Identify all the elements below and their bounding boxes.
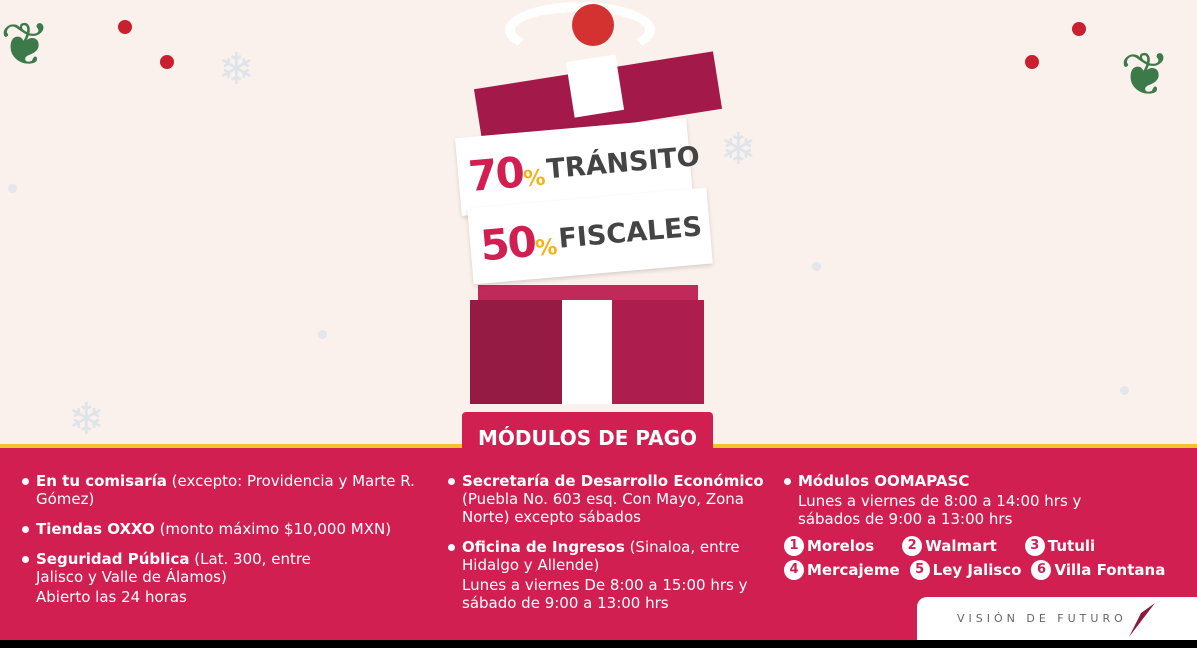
gift-ribbon xyxy=(562,300,612,404)
list-item: Oficina de Ingresos (Sinaloa, entre Hida… xyxy=(448,538,748,612)
discount-value: 50 xyxy=(478,216,537,270)
list-item: Secretaría de Desarrollo Económico (Pueb… xyxy=(448,472,768,526)
module-item: 5 Ley Jalisco xyxy=(909,560,1021,580)
vision-de-futuro-logo: VISIÓN DE FUTURO xyxy=(917,597,1197,640)
column-2: Secretaría de Desarrollo Económico (Pueb… xyxy=(448,472,768,624)
module-item: 1 Morelos xyxy=(784,536,892,556)
list-item: Módulos OOMAPASC Lunes a viernes de 8:00 … xyxy=(784,472,1104,528)
list-item: Tiendas OXXO (monto máximo $10,000 MXN) xyxy=(22,520,422,538)
discount-value: 70 xyxy=(466,147,525,201)
snow-dot xyxy=(8,184,17,193)
module-item: 2 Walmart xyxy=(902,536,1015,556)
ornament-icon xyxy=(572,4,614,46)
snowflake-icon: ❄ xyxy=(720,124,757,175)
list-item: Seguridad Pública (Lat. 300, entre Jalis… xyxy=(22,550,322,606)
snow-dot xyxy=(1120,386,1129,395)
percent-sign: % xyxy=(534,234,557,262)
module-item: 4 Mercajeme xyxy=(784,560,900,580)
percent-sign: % xyxy=(522,165,545,192)
gift-box-inner xyxy=(478,285,698,301)
column-1: En tu comisaría (excepto: Providencia y … xyxy=(22,472,422,618)
module-list: 1 Morelos 2 Walmart 3 Tutuli 4 Mercajeme 5 Le… xyxy=(784,536,1174,580)
module-item: 6 Villa Fontana xyxy=(1031,560,1165,580)
snowflake-icon: ❄ xyxy=(218,44,255,95)
discount-label: TRÁNSITO xyxy=(545,140,701,185)
gift-ribbon xyxy=(565,54,625,118)
module-item: 3 Tutuli xyxy=(1024,536,1095,556)
berry-icon xyxy=(160,55,174,69)
snowflake-icon: ❄ xyxy=(68,394,105,445)
pine-branch-icon: ❦ xyxy=(1120,40,1171,110)
letterbox-bar xyxy=(0,640,1197,648)
column-3: Módulos OOMAPASC Lunes a viernes de 8:00 … xyxy=(784,472,1174,580)
section-title: MÓDULOS DE PAGO xyxy=(462,412,713,460)
berry-icon xyxy=(1025,55,1039,69)
snow-dot xyxy=(318,330,327,339)
list-item: En tu comisaría (excepto: Providencia y … xyxy=(22,472,422,508)
berry-icon xyxy=(118,20,132,34)
berry-icon xyxy=(1072,22,1086,36)
discount-label: FISCALES xyxy=(557,210,704,255)
logo-text: VISIÓN DE FUTURO xyxy=(957,612,1127,625)
arrow-logo-icon xyxy=(1128,602,1155,637)
snow-dot xyxy=(812,262,821,271)
pine-branch-icon: ❦ xyxy=(0,10,51,80)
